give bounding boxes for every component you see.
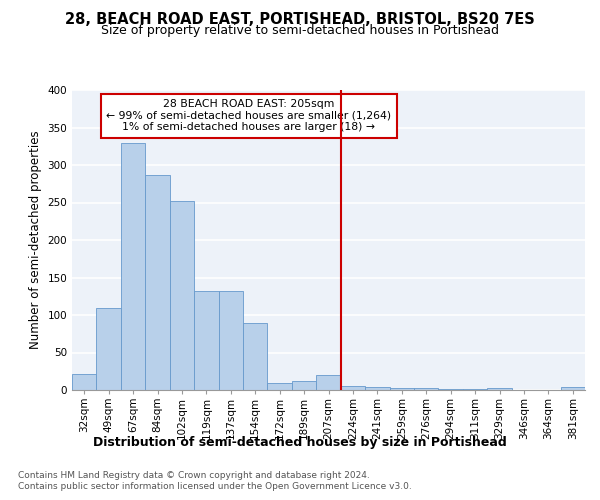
- Bar: [121, 142, 145, 390]
- Text: 28 BEACH ROAD EAST: 205sqm
← 99% of semi-detached houses are smaller (1,264)
1% : 28 BEACH ROAD EAST: 205sqm ← 99% of semi…: [106, 99, 392, 132]
- Bar: [218, 291, 243, 390]
- Bar: [487, 388, 512, 390]
- Bar: [341, 386, 365, 390]
- Bar: [560, 387, 585, 390]
- Bar: [170, 201, 194, 390]
- Bar: [97, 308, 121, 390]
- Bar: [292, 381, 316, 390]
- Bar: [414, 388, 439, 390]
- Bar: [439, 388, 463, 390]
- Text: Distribution of semi-detached houses by size in Portishead: Distribution of semi-detached houses by …: [93, 436, 507, 449]
- Bar: [243, 322, 268, 390]
- Text: Contains public sector information licensed under the Open Government Licence v3: Contains public sector information licen…: [18, 482, 412, 491]
- Bar: [194, 291, 218, 390]
- Bar: [365, 387, 389, 390]
- Text: Contains HM Land Registry data © Crown copyright and database right 2024.: Contains HM Land Registry data © Crown c…: [18, 471, 370, 480]
- Bar: [72, 374, 97, 390]
- Bar: [268, 382, 292, 390]
- Bar: [316, 375, 341, 390]
- Text: 28, BEACH ROAD EAST, PORTISHEAD, BRISTOL, BS20 7ES: 28, BEACH ROAD EAST, PORTISHEAD, BRISTOL…: [65, 12, 535, 28]
- Bar: [145, 175, 170, 390]
- Y-axis label: Number of semi-detached properties: Number of semi-detached properties: [29, 130, 42, 350]
- Text: Size of property relative to semi-detached houses in Portishead: Size of property relative to semi-detach…: [101, 24, 499, 37]
- Bar: [389, 388, 414, 390]
- Bar: [463, 389, 487, 390]
